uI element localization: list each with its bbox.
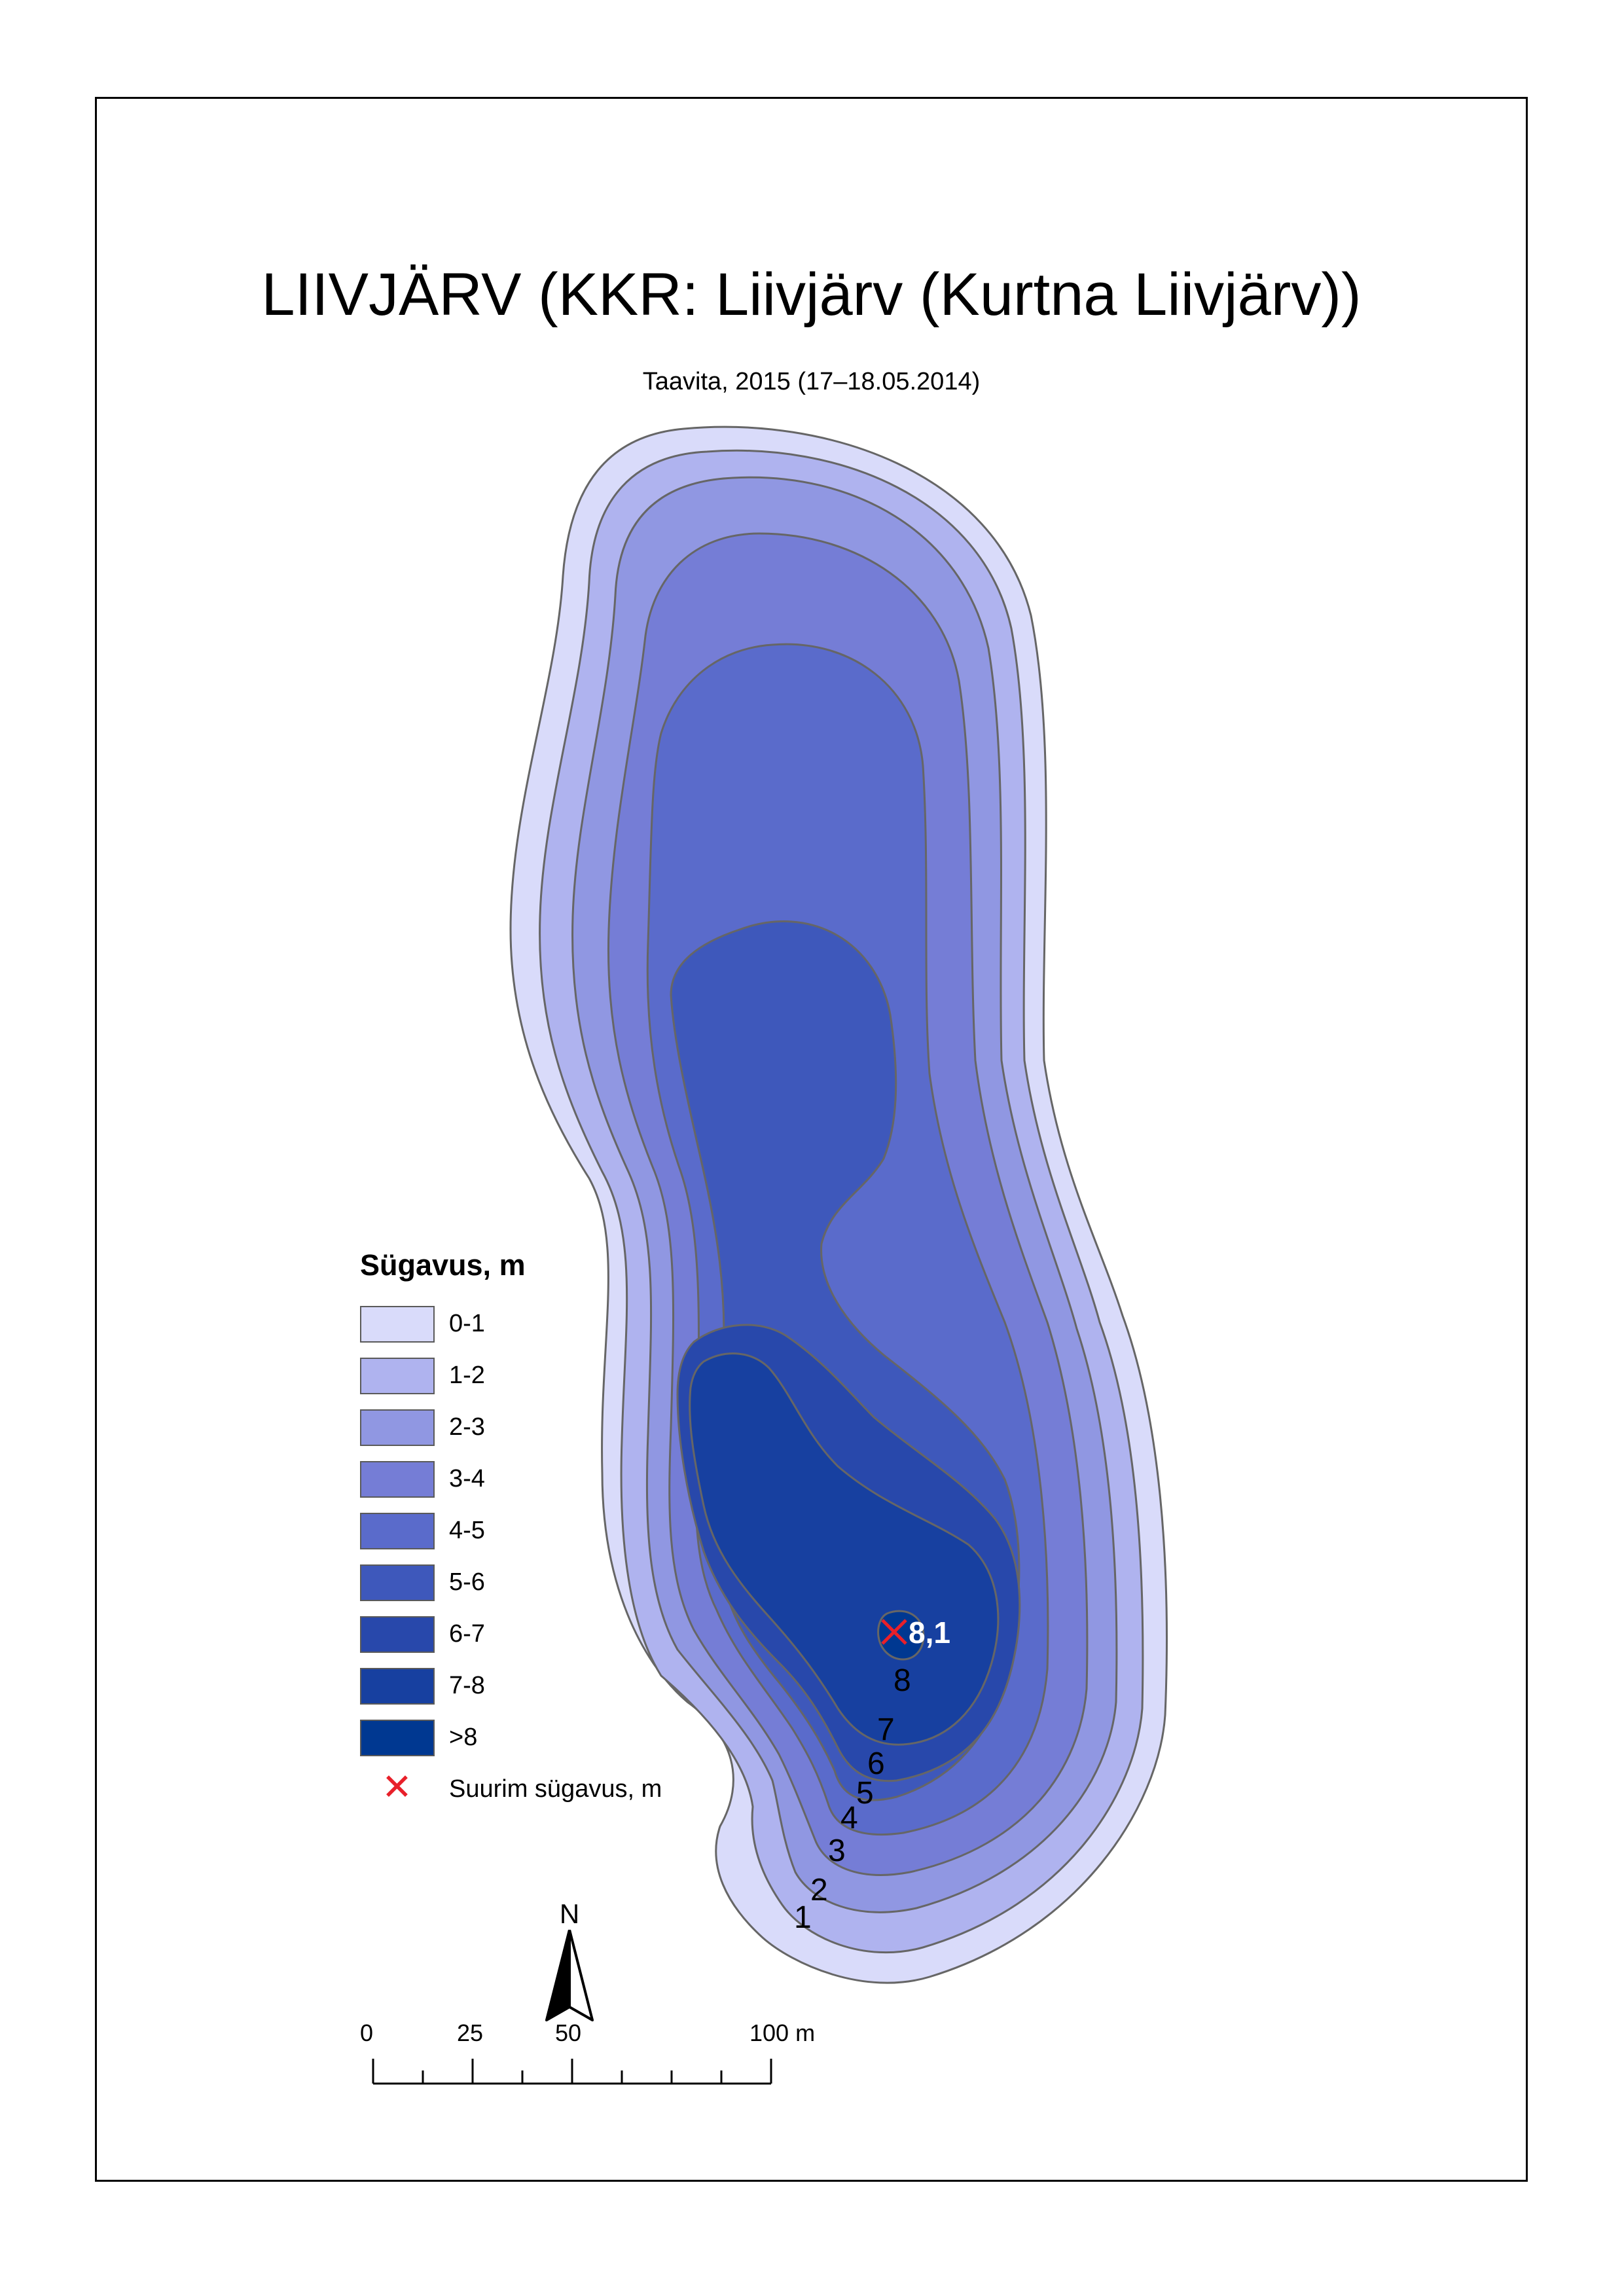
- map-subtitle: Taavita, 2015 (17–18.05.2014): [642, 368, 981, 395]
- legend: Sügavus, m 0-1 1-2 2-3 3-4 4-5 5-6 6-7 7-8 >8 ✕ …: [360, 1247, 662, 1815]
- contour-label-8: 8: [893, 1663, 911, 1698]
- contour-label-4: 4: [840, 1801, 858, 1835]
- max-depth-marker: [881, 1619, 907, 1645]
- legend-title: Sügavus, m: [360, 1248, 526, 1282]
- legend-label: 4-5: [449, 1517, 485, 1544]
- scale-tick-100: 100 m: [749, 2019, 816, 2046]
- legend-swatch: [360, 1305, 435, 1343]
- legend-label: >8: [449, 1724, 478, 1751]
- legend-label: 2-3: [449, 1413, 485, 1441]
- cross-icon: ✕: [382, 1765, 412, 1807]
- legend-item: 4-5: [360, 1505, 662, 1557]
- contour-label-7: 7: [877, 1712, 895, 1747]
- legend-label: 1-2: [449, 1362, 485, 1389]
- depth-zone-over-8: [877, 1610, 925, 1661]
- north-label: N: [559, 1898, 580, 1929]
- legend-item: 3-4: [360, 1453, 662, 1505]
- legend-swatch: [360, 1409, 435, 1446]
- legend-item-max-depth: ✕ Suurim sügavus, m: [360, 1763, 662, 1815]
- map-title: LIIVJÄRV (KKR: Liivjärv (Kurtna Liivjärv…: [261, 261, 1362, 328]
- map-frame: [95, 97, 1528, 2182]
- scale-bar: 0 25 50 100 m: [360, 2019, 815, 2091]
- legend-item: 5-6: [360, 1557, 662, 1608]
- legend-label: 0-1: [449, 1310, 485, 1337]
- legend-swatch: [360, 1616, 435, 1653]
- scale-tick-25: 25: [457, 2019, 484, 2046]
- scale-tick-0: 0: [360, 2019, 374, 2046]
- legend-item: 7-8: [360, 1660, 662, 1712]
- north-arrow: N: [540, 1898, 599, 2025]
- legend-label: 7-8: [449, 1672, 485, 1699]
- legend-swatch: [360, 1564, 435, 1601]
- legend-swatch: [360, 1357, 435, 1394]
- legend-swatch: [360, 1667, 435, 1705]
- legend-item: 2-3: [360, 1401, 662, 1453]
- legend-swatch: [360, 1512, 435, 1549]
- contour-label-5: 5: [856, 1776, 874, 1811]
- legend-label: 6-7: [449, 1620, 485, 1648]
- scale-tick-50: 50: [555, 2019, 582, 2046]
- contour-label-3: 3: [828, 1834, 846, 1868]
- legend-item: 0-1: [360, 1298, 662, 1350]
- legend-item: 6-7: [360, 1608, 662, 1660]
- legend-label: 3-4: [449, 1465, 485, 1492]
- legend-label: Suurim sügavus, m: [449, 1775, 662, 1803]
- contour-labels: 1 2 3 4 5 6 7 8: [794, 1663, 911, 1935]
- contour-label-2: 2: [810, 1873, 828, 1907]
- legend-item: 1-2: [360, 1350, 662, 1401]
- contour-label-1: 1: [794, 1900, 812, 1935]
- legend-swatch: [360, 1460, 435, 1498]
- legend-label: 5-6: [449, 1568, 485, 1596]
- legend-item: >8: [360, 1712, 662, 1763]
- legend-swatch: [360, 1719, 435, 1756]
- north-arrow-icon: [545, 1928, 594, 2021]
- scale-bar-graphic: [372, 2059, 772, 2085]
- contour-label-6: 6: [867, 1746, 885, 1781]
- max-depth-value: 8,1: [909, 1616, 950, 1650]
